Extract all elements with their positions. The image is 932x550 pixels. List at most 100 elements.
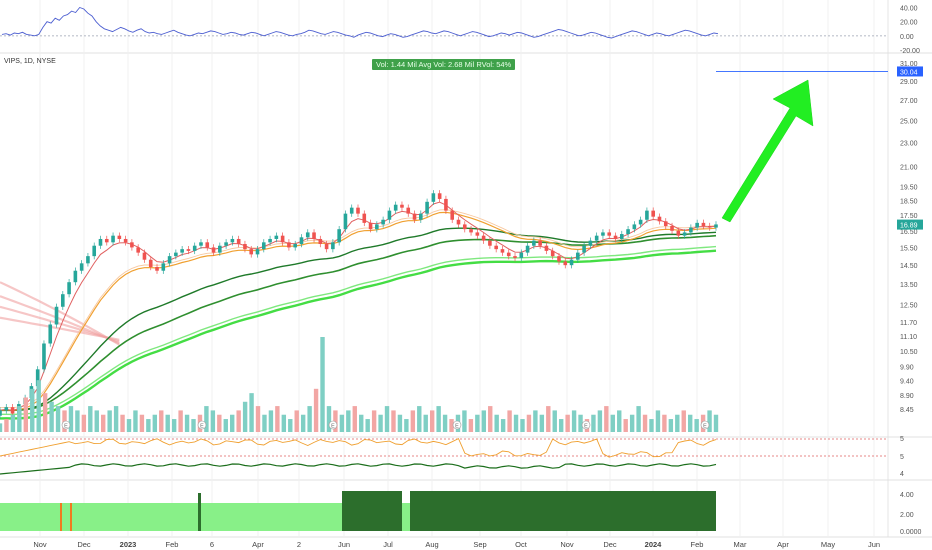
candle-body	[412, 213, 417, 220]
candle-body	[142, 252, 147, 260]
volume-bar	[462, 410, 467, 432]
candle-body	[274, 235, 279, 239]
symbol-label: VIPS, 1D, NYSE	[4, 58, 56, 65]
time-tick-label: Nov	[560, 540, 574, 549]
volume-bar	[655, 410, 661, 432]
volume-bar	[88, 406, 93, 432]
candle-body	[582, 245, 586, 253]
last-price-tag	[897, 219, 923, 230]
candle-body	[469, 229, 473, 233]
candle-body	[111, 235, 115, 243]
volume-bar	[591, 414, 596, 432]
candle-body	[387, 210, 392, 220]
volume-bar	[191, 419, 196, 432]
up-arrow-icon	[721, 79, 814, 223]
candle-body	[167, 256, 172, 264]
candle-body	[299, 237, 304, 245]
candle-body	[86, 256, 90, 264]
volume-bar	[604, 406, 609, 432]
candle-body	[42, 343, 46, 370]
price-tick-label: 10.50	[900, 349, 918, 356]
candle-body	[73, 270, 78, 283]
candle-body	[519, 252, 524, 258]
candle-body	[400, 204, 404, 208]
earnings-marker-icon	[61, 420, 71, 430]
earnings-marker-letter: E	[455, 424, 459, 430]
candle-body	[368, 222, 373, 230]
osc-top-tick-label: 40.00	[900, 6, 918, 13]
volume-bar	[410, 410, 416, 432]
volume-bar	[307, 406, 312, 432]
candle-body	[513, 256, 517, 258]
volume-bar	[546, 406, 551, 432]
volume-bar	[210, 410, 216, 432]
candle-body	[255, 249, 260, 255]
volume-badge: Vol: 1.44 Mil Avg Vol: 2.68 Mil RVol: 54…	[372, 59, 516, 70]
volume-bar	[442, 414, 448, 432]
candle-body	[324, 244, 329, 250]
candle-body	[569, 259, 574, 266]
candle-body	[406, 207, 411, 214]
candle-body	[280, 235, 285, 243]
volume-bar	[507, 410, 512, 432]
candle-body	[701, 222, 706, 227]
time-tick-label: May	[821, 540, 835, 549]
earnings-marker-letter: E	[331, 424, 335, 430]
candle-body	[362, 213, 367, 223]
price-tick-label: 17.50	[900, 213, 918, 220]
target-price-label: 30.04	[900, 69, 918, 76]
candle-body	[576, 252, 580, 260]
volume-bar	[681, 410, 686, 432]
candle-body	[488, 240, 492, 246]
volume-bar	[75, 410, 80, 432]
volume-bar	[565, 414, 570, 432]
candle-body	[48, 324, 53, 344]
time-tick-label: 6	[210, 540, 214, 549]
price-tick-label: 21.00	[900, 165, 918, 172]
osc-bottom-tick-label: 2.00	[900, 512, 914, 519]
volume-bar	[668, 419, 674, 432]
volume-bar	[404, 419, 409, 432]
earnings-marker-letter: E	[703, 424, 707, 430]
band-dark-region	[342, 491, 402, 531]
volume-bar	[23, 397, 29, 432]
candle-body	[186, 249, 191, 251]
candle-body	[230, 238, 235, 243]
band-dark-region	[410, 491, 716, 531]
price-tick-label: 25.00	[900, 118, 918, 125]
volume-bar	[359, 414, 364, 432]
volume-bar	[30, 388, 35, 432]
price-tick-label: 27.00	[900, 98, 918, 105]
volume-bar	[423, 414, 428, 432]
volume-bar	[571, 410, 577, 432]
volume-bar	[346, 410, 351, 432]
candle-body	[588, 240, 593, 246]
volume-bar	[262, 414, 267, 432]
candle-body	[707, 226, 712, 228]
candle-body	[136, 247, 140, 253]
time-tick-label: Mar	[734, 540, 747, 549]
time-tick-label: Apr	[252, 540, 264, 549]
price-tick-label: 9.40	[900, 378, 914, 385]
candle-body	[557, 256, 561, 262]
candle-body	[61, 294, 65, 307]
candle-body	[92, 245, 97, 257]
candle-body	[626, 229, 630, 235]
earnings-marker-letter: E	[64, 424, 68, 430]
target-price-tag	[897, 66, 923, 77]
candle-body	[670, 226, 674, 231]
price-tick-label: 18.50	[900, 198, 918, 205]
band-marker	[70, 503, 72, 531]
volume-bar	[288, 419, 293, 432]
candle-body	[494, 245, 498, 250]
volume-bar	[494, 414, 499, 432]
volume-bar	[281, 414, 287, 432]
candle-body	[261, 242, 266, 250]
candle-body	[381, 219, 385, 225]
volume-bar	[255, 406, 261, 432]
candle-body	[481, 235, 486, 241]
price-tick-label: 13.50	[900, 282, 918, 289]
osc-top-tick-label: 0.00	[900, 34, 914, 41]
volume-bar	[236, 410, 241, 432]
ema-150-line	[0, 245, 717, 416]
